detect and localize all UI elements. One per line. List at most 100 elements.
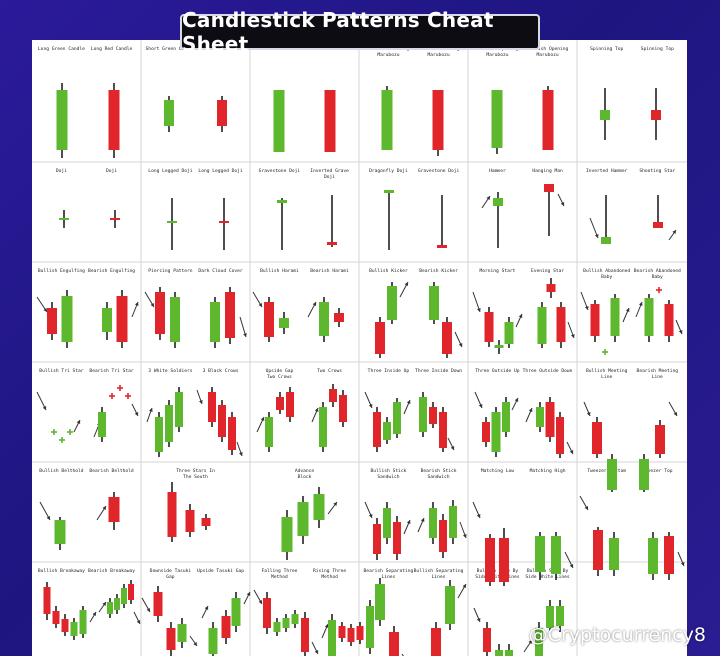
- trend-arrow-head: [102, 602, 106, 606]
- candle-body: [61, 296, 73, 342]
- candle-body: [107, 602, 113, 614]
- candle-body: [366, 606, 374, 648]
- candle-body: [59, 218, 69, 220]
- trend-arrow-head: [368, 514, 373, 518]
- candle-body: [393, 402, 401, 434]
- pattern-label: Bullish Abandoned: [583, 268, 630, 274]
- candle-body: [313, 494, 325, 520]
- candle-body: [546, 606, 554, 628]
- trend-arrow-head: [672, 230, 676, 234]
- pattern-label: Block: [298, 474, 312, 480]
- trend-arrow-head: [258, 600, 262, 604]
- candle-body: [273, 90, 285, 152]
- pattern-label: Doji: [56, 168, 67, 174]
- pattern-label: Baby: [652, 274, 663, 280]
- trend-arrow-head: [76, 420, 81, 424]
- trend-arrow-head: [42, 406, 47, 410]
- pattern-label: Long Legged Doji: [148, 168, 192, 174]
- candle-body: [166, 628, 176, 650]
- candle-body: [108, 497, 120, 522]
- candle-body: [449, 506, 457, 538]
- candle-body: [210, 302, 220, 342]
- watermark-text: @Cryptocurrency8: [528, 624, 706, 646]
- candle-body: [114, 598, 120, 610]
- candle-body: [545, 402, 555, 437]
- trend-arrow-head: [324, 624, 329, 628]
- pattern-label: Bullish Kicker: [369, 268, 408, 274]
- pattern-label: Doji: [324, 174, 335, 180]
- pattern-label: Bearish Opening: [527, 46, 569, 52]
- trend-arrow-head: [314, 650, 319, 654]
- pattern-label: Hammer: [489, 168, 506, 174]
- pattern-label: Shooting Star: [639, 168, 675, 174]
- pattern-label: Bearish Engulfing: [88, 268, 135, 274]
- pattern-label: Long Red Candle: [91, 46, 133, 52]
- pattern-label: Gap: [166, 574, 175, 580]
- candle-body: [282, 618, 290, 628]
- candle-body: [324, 90, 336, 152]
- trend-arrow-head: [243, 333, 247, 337]
- pattern-label: Evening Star: [531, 268, 564, 274]
- trend-arrow-head: [528, 640, 532, 644]
- candle-body: [334, 313, 344, 322]
- pattern-label: Line: [652, 374, 663, 380]
- candle-body: [537, 307, 547, 344]
- candle-body: [47, 308, 57, 334]
- candle-body: [281, 517, 293, 552]
- candle-body: [165, 405, 173, 442]
- candle-body: [592, 422, 602, 454]
- candle-body: [556, 307, 566, 342]
- candle-body: [593, 530, 603, 570]
- trend-arrow-head: [102, 506, 106, 510]
- candle-body: [437, 245, 447, 248]
- candle-body: [263, 598, 271, 628]
- pattern-label: 3 White Soldiers: [148, 368, 192, 374]
- trend-arrow-head: [528, 408, 533, 412]
- candle-body: [208, 392, 216, 422]
- pattern-label: Method: [321, 574, 338, 580]
- pattern-label: Bullish Engulfing: [38, 268, 85, 274]
- trend-arrow-head: [92, 612, 96, 616]
- candle-body: [493, 198, 503, 206]
- candle-body: [329, 389, 337, 402]
- trend-arrow-head: [673, 412, 677, 416]
- pattern-label: Marubozu: [377, 52, 399, 58]
- candle-body: [328, 620, 336, 656]
- candle-body: [319, 302, 329, 336]
- trend-arrow-head: [638, 302, 643, 306]
- pattern-label: Bullish Side By: [477, 568, 519, 574]
- candle-body: [651, 110, 661, 120]
- pattern-label: Three Inside Up: [368, 368, 410, 374]
- candle-body: [167, 221, 177, 223]
- pattern-label: Gravestone Doji: [418, 168, 460, 174]
- trend-arrow-head: [134, 412, 139, 416]
- trend-arrow-head: [312, 302, 317, 306]
- candle-body: [102, 308, 112, 332]
- pattern-label: Spinning Top: [590, 46, 623, 52]
- candle-body: [601, 237, 611, 244]
- trend-arrow-head: [476, 514, 481, 518]
- pattern-label: Three Stars In: [176, 468, 215, 474]
- candle-body: [155, 417, 163, 452]
- trend-arrow-head: [477, 308, 481, 312]
- candle-body: [664, 536, 674, 574]
- candle-body: [483, 628, 491, 652]
- pattern-label: Dragonfly Doji: [369, 168, 408, 174]
- trend-arrow-head: [368, 404, 373, 408]
- pattern-label: Bearish Abandoned: [634, 268, 681, 274]
- candle-body: [607, 459, 617, 490]
- candle-body: [319, 407, 327, 447]
- trend-arrow-head: [476, 618, 481, 622]
- candle-body: [491, 90, 503, 148]
- candle-body: [301, 618, 309, 652]
- candle-body: [639, 459, 649, 490]
- trend-arrow-head: [246, 592, 251, 596]
- pattern-label: Bearish Harami: [310, 268, 349, 274]
- candle-body: [356, 626, 364, 640]
- candle-body: [664, 304, 674, 336]
- candle-body: [609, 538, 619, 570]
- candle-body: [644, 298, 654, 336]
- pattern-label: Bearish Kicker: [419, 268, 458, 274]
- candle-body: [273, 622, 281, 632]
- candle-body: [504, 322, 514, 344]
